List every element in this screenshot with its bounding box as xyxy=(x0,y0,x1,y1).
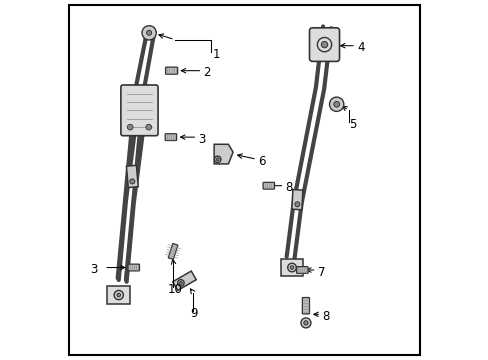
Circle shape xyxy=(303,321,307,325)
Text: 3: 3 xyxy=(198,133,205,146)
Polygon shape xyxy=(168,243,178,260)
Text: 8: 8 xyxy=(285,181,292,194)
Text: 3: 3 xyxy=(90,263,97,276)
FancyBboxPatch shape xyxy=(296,267,307,273)
Text: 1: 1 xyxy=(212,48,220,61)
Circle shape xyxy=(333,102,339,107)
Circle shape xyxy=(294,202,299,207)
Text: 6: 6 xyxy=(258,155,265,168)
FancyBboxPatch shape xyxy=(302,297,309,314)
Text: 8: 8 xyxy=(322,310,329,323)
Circle shape xyxy=(142,26,156,40)
Circle shape xyxy=(290,266,293,269)
Circle shape xyxy=(216,158,219,161)
Text: 7: 7 xyxy=(317,266,325,279)
Text: 9: 9 xyxy=(190,307,198,320)
Circle shape xyxy=(321,41,327,48)
Polygon shape xyxy=(107,287,130,303)
Circle shape xyxy=(117,293,121,297)
FancyBboxPatch shape xyxy=(309,28,339,62)
Text: 10: 10 xyxy=(167,283,182,296)
Circle shape xyxy=(300,318,310,328)
Polygon shape xyxy=(214,144,233,164)
Circle shape xyxy=(177,280,184,286)
Circle shape xyxy=(179,282,182,284)
Text: 4: 4 xyxy=(356,41,364,54)
Circle shape xyxy=(114,291,123,300)
Circle shape xyxy=(127,124,133,130)
Polygon shape xyxy=(126,165,138,188)
Text: 5: 5 xyxy=(348,118,356,131)
FancyBboxPatch shape xyxy=(165,67,177,74)
Circle shape xyxy=(329,97,343,111)
FancyBboxPatch shape xyxy=(121,85,158,136)
Polygon shape xyxy=(291,190,302,210)
Polygon shape xyxy=(281,259,302,276)
Circle shape xyxy=(214,156,221,162)
FancyBboxPatch shape xyxy=(165,134,176,140)
Circle shape xyxy=(287,263,296,272)
FancyBboxPatch shape xyxy=(263,182,274,189)
Polygon shape xyxy=(172,271,196,291)
Circle shape xyxy=(130,179,135,184)
Circle shape xyxy=(146,30,151,35)
Circle shape xyxy=(145,124,151,130)
FancyBboxPatch shape xyxy=(128,264,139,271)
Text: 2: 2 xyxy=(203,66,210,79)
